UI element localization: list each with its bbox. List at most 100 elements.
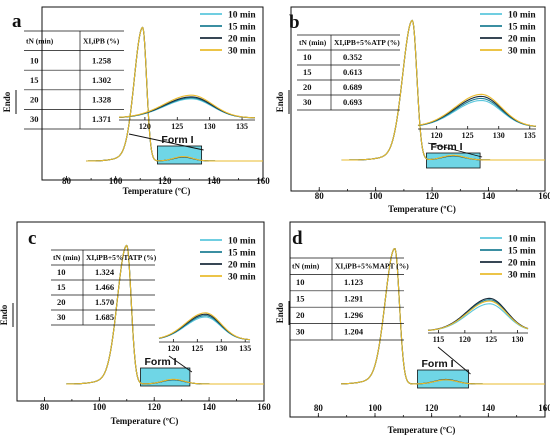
inset-tick-label: 120 <box>167 344 179 353</box>
x-axis-label: Temperature (ºC) <box>111 416 179 426</box>
inset-tick-label: 130 <box>511 335 523 344</box>
y-axis-label: Endo <box>2 91 12 112</box>
inset-line-10-min <box>427 303 529 331</box>
x-tick-label: 140 <box>482 403 496 413</box>
panel-c: 80 100 120 140 160 Temperature (ºC) Endo Form I… <box>0 221 271 426</box>
legend-entry: 10 min <box>508 235 536 245</box>
data-table: tN (min) XI,iPB+5%ATP (%) 10 0.352 15 0.613 20… <box>297 34 400 111</box>
legend-entry: 10 min <box>228 11 256 21</box>
legend: 10 min 15 min 20 min 30 min <box>200 237 256 283</box>
table-header-crystallinity: XI,iPB (%) <box>83 37 120 46</box>
x-tick-label: 100 <box>109 176 123 186</box>
x-tick-label: 80 <box>62 176 72 186</box>
legend-entry: 20 min <box>508 259 536 269</box>
table-cell-value: 0.613 <box>343 67 362 77</box>
form-i-highlight <box>417 369 469 389</box>
series-line-30-min <box>341 19 545 161</box>
table-cell-value: 1.324 <box>95 267 115 277</box>
panel-d: 80 100 120 140 160 Temperature (ºC) Endo Form I… <box>275 221 550 435</box>
series-line-30-min <box>86 26 263 162</box>
table-cell-value: 1.570 <box>95 297 114 307</box>
inset-tick-label: 130 <box>204 122 216 131</box>
legend: 10 min 15 min 20 min 30 min <box>200 11 256 57</box>
legend-entry: 15 min <box>228 23 256 33</box>
table-header-time: tN (min) <box>299 38 327 47</box>
table-cell-value: 1.328 <box>92 95 111 105</box>
table-cell-value: 1.466 <box>95 282 114 292</box>
legend: 10 min 15 min 20 min 30 min <box>480 235 536 281</box>
series-line-30-min <box>66 244 264 385</box>
legend-entry: 15 min <box>228 249 256 259</box>
table-cell-time: 20 <box>296 310 305 320</box>
y-axis-label: Endo <box>275 91 285 112</box>
legend: 10 min 15 min 20 min 30 min <box>480 11 536 57</box>
table-cell-value: 1.291 <box>344 293 363 303</box>
form-i-label: Form I <box>422 358 454 370</box>
table-cell-time: 30 <box>30 114 39 124</box>
inset-tick-label: 135 <box>239 344 251 353</box>
inset-line-30-min <box>158 312 251 341</box>
table-cell-value: 1.204 <box>344 326 364 336</box>
x-tick-label: 160 <box>256 176 270 186</box>
table-cell-value: 1.258 <box>92 55 111 65</box>
x-tick-label: 160 <box>257 402 271 412</box>
x-axis-label: Temperature (ºC) <box>388 425 456 435</box>
x-tick-label: 160 <box>538 191 550 201</box>
x-tick-label: 120 <box>147 402 161 412</box>
x-tick-label: 140 <box>482 191 496 201</box>
y-axis-label: Endo <box>275 302 285 323</box>
inset-tick-label: 125 <box>171 122 183 131</box>
x-axis-label: Temperature (ºC) <box>388 204 456 214</box>
form-i-label: Form I <box>430 141 462 153</box>
x-tick-label: 80 <box>314 403 324 413</box>
x-tick-label: 100 <box>93 402 107 412</box>
x-tick-label: 140 <box>207 176 221 186</box>
x-tick-label: 140 <box>202 402 216 412</box>
inset-line-30-min <box>417 93 537 127</box>
table-cell-time: 15 <box>30 75 39 85</box>
form-i-arrow <box>427 142 483 158</box>
inset-tick-label: 125 <box>191 344 203 353</box>
table-header-crystallinity: XI,iPB+5%TATP (%) <box>86 253 157 262</box>
data-table: tN (min) XI,iPB (%) 10 1.258 15 1.302 20 1.328 3… <box>24 30 124 130</box>
x-tick-label: 80 <box>315 191 325 201</box>
table-cell-time: 15 <box>303 67 312 77</box>
inset-line-20-min <box>427 297 529 331</box>
data-table: tN (min) XI,iPB+5%TATP (%) 10 1.324 15 1.466 2… <box>51 249 157 326</box>
table-header-time: tN (min) <box>292 262 320 271</box>
table-header-crystallinity: XI,iPB+5%ATP (%) <box>334 38 400 47</box>
inset-tick-label: 135 <box>236 122 248 131</box>
inset-line-30-min <box>118 94 256 119</box>
inset-tick-label: 120 <box>431 131 443 140</box>
table-cell-time: 20 <box>57 297 66 307</box>
table-cell-value: 1.302 <box>92 75 111 85</box>
table-cell-time: 30 <box>57 312 66 322</box>
form-i-arrow <box>128 133 204 151</box>
table-cell-time: 30 <box>296 326 305 336</box>
inset: 120 125 130 135 <box>158 312 251 353</box>
table-cell-value: 0.352 <box>343 52 362 62</box>
plot-frame <box>289 221 546 418</box>
form-i-highlight <box>140 367 191 387</box>
x-tick-label: 80 <box>40 402 50 412</box>
table-cell-time: 15 <box>296 293 305 303</box>
inset-tick-label: 115 <box>433 335 445 344</box>
legend-entry: 15 min <box>508 247 536 257</box>
legend-entry: 30 min <box>228 273 256 283</box>
x-tick-label: 100 <box>369 191 383 201</box>
legend-entry: 20 min <box>508 35 536 45</box>
x-tick-label: 120 <box>425 191 439 201</box>
plot-frame <box>290 6 546 192</box>
legend-entry: 10 min <box>508 11 536 21</box>
form-i-arrow <box>168 355 193 373</box>
table-cell-time: 30 <box>303 97 312 107</box>
legend-entry: 30 min <box>508 47 536 57</box>
inset-tick-label: 130 <box>493 131 505 140</box>
table-header-time: tN (min) <box>53 253 81 262</box>
table-cell-value: 1.371 <box>92 114 111 124</box>
form-i-label: Form I <box>145 356 177 368</box>
inset-line-30-min <box>427 300 529 331</box>
table-header-time: tN (min) <box>26 37 54 46</box>
